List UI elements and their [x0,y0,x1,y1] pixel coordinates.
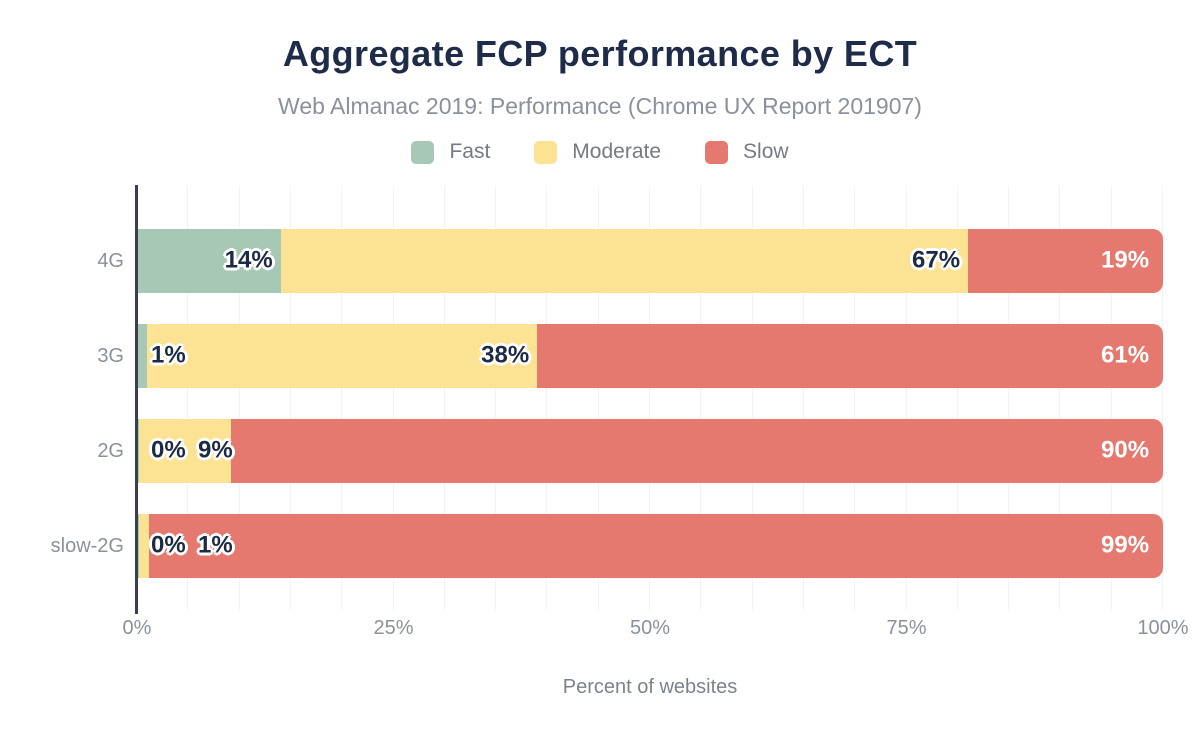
gridline-65 [802,186,804,610]
x-axis-ticks: 0% 25% 50% 75% 100% [123,617,1189,643]
gridline-95 [1110,186,1112,610]
bar-label-3G-slow: 61% [1101,341,1150,369]
gridline-60 [751,186,753,610]
gridline-10 [238,186,240,610]
legend-item-fast[interactable]: Fast [411,140,490,164]
gridline-35 [495,186,497,610]
x-tick-25pct: 25% [373,617,414,639]
bar-segment-3G-fast[interactable] [137,324,148,388]
gridline-25 [392,186,394,610]
legend-swatch-fast [411,140,435,164]
gridline-90 [1059,186,1061,610]
bar-segment-slow-2G-moderate[interactable] [139,514,150,578]
bar-label-slow-2G-slow: 99% [1101,531,1150,559]
legend-label-moderate: Moderate [572,140,662,163]
bar-segment-3G-moderate[interactable] [147,324,538,388]
gridline-40 [546,186,548,610]
legend-swatch-slow [705,140,729,164]
x-tick-50pct: 50% [629,617,671,639]
gridline-5 [187,186,189,610]
y-axis-label-2G: 2G [97,439,124,462]
bar-label-3G-fast: 1% [151,341,186,369]
y-axis-line [135,185,138,614]
bar-segment-slow-2G-slow[interactable] [149,514,1163,578]
bar-segment-4G-moderate[interactable] [280,229,969,293]
bar-label-4G-fast: 14% [224,246,273,274]
gridline-85 [1008,186,1010,610]
bar-row-2G: 0% 9% 90% [137,419,1163,483]
gridline-15 [289,186,291,610]
bar-label-2G-slow: 90% [1101,436,1150,464]
y-axis-label-3G: 3G [97,344,124,367]
chart-title: Aggregate FCP performance by ECT [282,33,918,74]
legend: Fast Moderate Slow [0,140,1200,164]
bar-label-slow-2G-fast: 0% [151,531,186,559]
y-axis-labels: 4G 3G 2G slow-2G [0,186,124,610]
bar-segment-2G-moderate[interactable] [139,419,232,483]
bar-row-slow-2G: 0% 1% 99% [137,514,1163,578]
bar-label-3G-moderate: 38% [481,341,530,369]
bar-segment-4G-fast[interactable] [137,229,281,293]
plot-area: 14% 67% 19% 1% 38% 61% 0% 9% 90% 0% 1% 99% [135,185,1163,614]
bar-row-4G: 14% 67% 19% [137,229,1163,293]
x-tick-100pct: 100% [1137,617,1189,639]
gridline-50 [649,186,650,610]
legend-item-slow[interactable]: Slow [705,140,789,164]
gridline-55 [700,186,702,610]
gridline-30 [443,186,445,610]
bar-label-4G-slow: 19% [1101,246,1150,274]
gridline-70 [854,186,856,610]
chart-subtitle: Web Almanac 2019: Performance (Chrome UX… [278,93,922,119]
legend-item-moderate[interactable]: Moderate [534,140,661,164]
bar-label-2G-fast: 0% [151,436,186,464]
y-axis-label-slow-2G: slow-2G [50,534,124,557]
gridline-75 [905,186,907,610]
bar-segment-2G-fast[interactable] [137,419,139,483]
legend-label-slow: Slow [743,140,789,163]
gridline-20 [341,186,343,610]
bar-segment-4G-slow[interactable] [968,229,1163,293]
bar-segment-3G-slow[interactable] [537,324,1163,388]
x-tick-0pct: 0% [122,617,152,639]
legend-swatch-moderate [534,140,558,164]
bar-segment-2G-slow[interactable] [231,419,1163,483]
x-tick-75pct: 75% [886,617,927,639]
bar-label-2G-moderate: 9% [198,436,233,464]
bar-segment-slow-2G-fast[interactable] [137,514,139,578]
x-axis-title: Percent of websites [562,676,738,698]
bar-row-3G: 1% 38% 61% [137,324,1163,388]
bar-label-4G-moderate: 67% [912,246,961,274]
gridline-100 [1162,186,1163,610]
gridline-45 [597,186,599,610]
gridline-80 [956,186,958,610]
bar-label-slow-2G-moderate: 1% [198,531,233,559]
legend-label-fast: Fast [449,140,491,163]
y-axis-label-4G: 4G [97,249,124,272]
